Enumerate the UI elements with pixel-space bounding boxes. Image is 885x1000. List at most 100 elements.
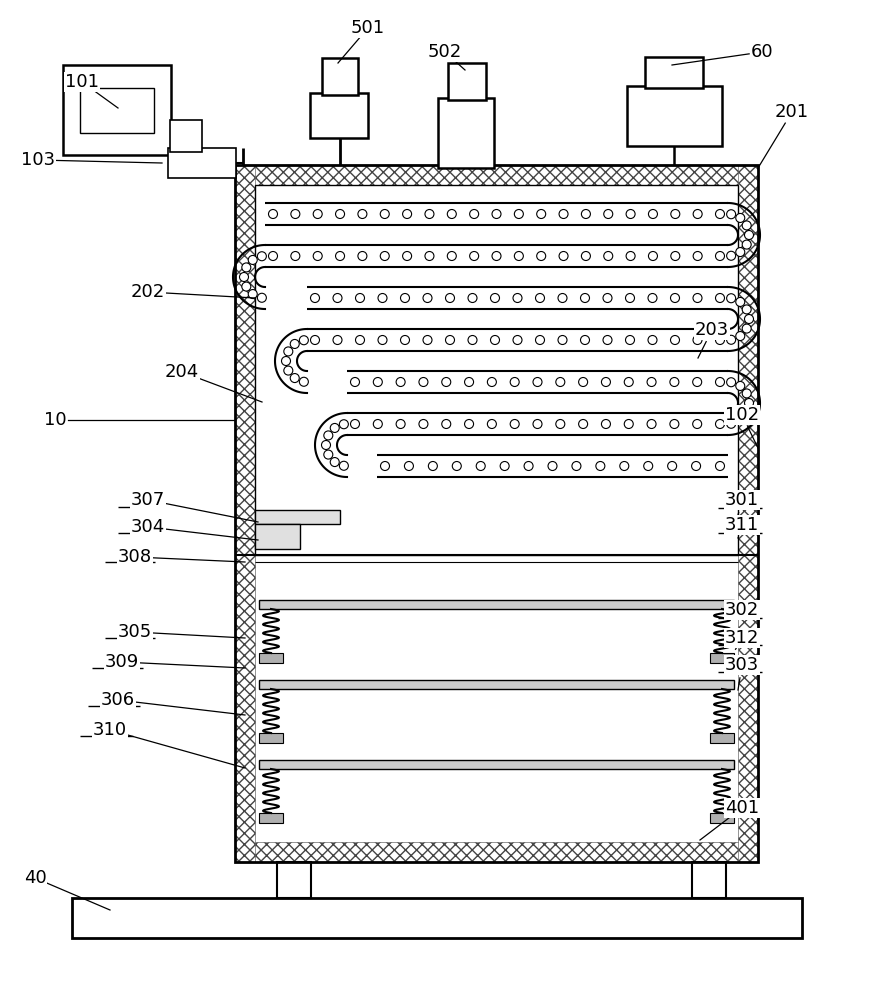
Text: 312: 312 (725, 629, 759, 647)
Bar (259, 600, 734, 609)
Bar (259, 733, 283, 743)
Circle shape (735, 332, 745, 341)
Circle shape (470, 210, 479, 219)
Circle shape (626, 336, 635, 344)
Circle shape (490, 336, 499, 344)
Circle shape (671, 251, 680, 260)
Bar (235, 165, 255, 862)
Circle shape (670, 420, 679, 428)
Circle shape (715, 294, 725, 302)
Text: 308: 308 (118, 548, 152, 566)
Circle shape (442, 420, 450, 428)
Circle shape (743, 324, 751, 333)
Circle shape (488, 377, 496, 386)
Bar (322, 58, 358, 95)
Circle shape (602, 377, 611, 386)
Circle shape (735, 248, 745, 257)
Circle shape (447, 210, 457, 219)
Text: 303: 303 (725, 656, 759, 674)
Bar (627, 86, 722, 146)
Circle shape (647, 377, 656, 386)
Circle shape (735, 213, 745, 222)
Circle shape (423, 336, 432, 344)
Circle shape (299, 377, 308, 386)
Circle shape (445, 336, 455, 344)
Bar (645, 57, 703, 88)
Circle shape (604, 210, 612, 219)
Text: 204: 204 (165, 363, 199, 381)
Circle shape (333, 336, 342, 344)
Circle shape (626, 251, 635, 260)
Circle shape (330, 458, 339, 467)
Bar (80, 88, 154, 133)
Bar (255, 524, 300, 549)
Bar (710, 733, 734, 743)
Circle shape (356, 294, 365, 302)
Circle shape (581, 210, 590, 219)
Circle shape (693, 251, 702, 260)
Circle shape (536, 210, 546, 219)
Text: 306: 306 (101, 691, 135, 709)
Bar (710, 813, 734, 823)
Circle shape (624, 420, 634, 428)
Text: 401: 401 (725, 799, 759, 817)
Circle shape (643, 462, 653, 471)
Circle shape (401, 336, 410, 344)
Circle shape (299, 336, 308, 345)
Circle shape (258, 293, 266, 302)
Circle shape (492, 210, 501, 219)
Circle shape (291, 210, 300, 219)
Text: 307: 307 (131, 491, 165, 509)
Circle shape (558, 294, 567, 302)
Bar (310, 93, 368, 138)
Bar (259, 653, 283, 663)
Circle shape (447, 251, 457, 260)
Circle shape (648, 336, 657, 344)
Circle shape (452, 462, 461, 471)
Circle shape (373, 377, 382, 386)
Circle shape (468, 336, 477, 344)
Circle shape (290, 339, 299, 348)
Circle shape (715, 420, 725, 428)
Circle shape (468, 294, 477, 302)
Circle shape (339, 461, 349, 470)
Circle shape (284, 347, 293, 356)
Circle shape (693, 294, 702, 302)
Circle shape (284, 366, 293, 375)
Bar (235, 165, 758, 862)
Circle shape (313, 210, 322, 219)
Circle shape (626, 210, 635, 219)
Circle shape (744, 231, 753, 239)
Circle shape (536, 251, 546, 260)
Text: 203: 203 (695, 321, 729, 339)
Circle shape (715, 462, 725, 471)
Circle shape (396, 420, 405, 428)
Circle shape (743, 408, 751, 417)
Text: 202: 202 (131, 283, 165, 301)
Circle shape (649, 251, 658, 260)
Circle shape (335, 210, 344, 219)
Circle shape (533, 377, 542, 386)
Circle shape (513, 336, 522, 344)
Circle shape (715, 210, 725, 219)
Circle shape (524, 462, 533, 471)
Text: 40: 40 (24, 869, 46, 887)
Circle shape (513, 294, 522, 302)
Circle shape (425, 251, 434, 260)
Circle shape (715, 377, 725, 386)
Circle shape (510, 377, 519, 386)
Circle shape (579, 420, 588, 428)
Circle shape (403, 251, 412, 260)
Circle shape (559, 210, 568, 219)
Circle shape (743, 389, 751, 398)
Circle shape (743, 305, 751, 314)
Circle shape (350, 377, 359, 386)
Circle shape (596, 462, 604, 471)
Circle shape (535, 336, 544, 344)
Circle shape (514, 251, 523, 260)
Circle shape (419, 377, 428, 386)
Bar (168, 148, 236, 178)
Circle shape (248, 255, 258, 264)
Circle shape (381, 210, 389, 219)
Circle shape (465, 377, 473, 386)
